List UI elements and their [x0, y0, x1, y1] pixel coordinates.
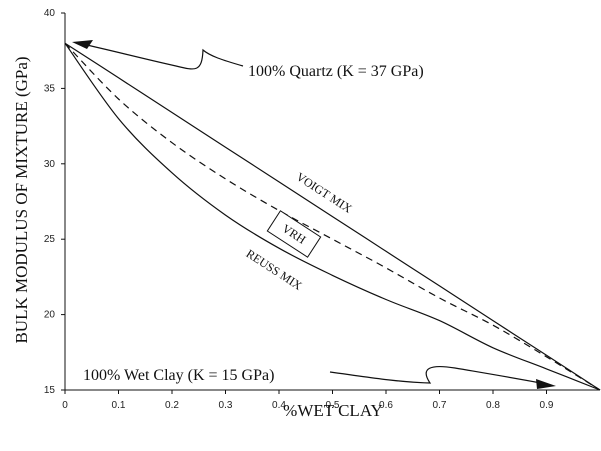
x-tick-label: 0.3 [219, 400, 233, 411]
y-tick-label: 35 [44, 83, 56, 94]
x-tick-label: 0.7 [433, 400, 447, 411]
quartz-annotation: 100% Quartz (K = 37 GPa) [248, 63, 424, 80]
quartz-arrow-head [72, 40, 93, 49]
x-tick-label: 0.2 [165, 400, 179, 411]
x-tick-label: 0.5 [326, 400, 340, 411]
vrh-box [266, 210, 322, 258]
y-tick-label: 40 [44, 8, 56, 19]
y-tick-labels: 15 20 25 30 35 40 [44, 8, 65, 396]
x-tick-label: 0 [62, 400, 68, 411]
series-line-vrh [64, 42, 601, 391]
series-lines [64, 42, 601, 391]
wet-clay-arrow-head [536, 379, 556, 389]
x-tick-label: 0.9 [540, 400, 554, 411]
x-tick-label: 0.4 [272, 400, 286, 411]
x-axis-title: %WET CLAY [283, 401, 383, 420]
y-tick-label: 20 [44, 310, 56, 321]
y-tick-label: 15 [44, 385, 56, 396]
x-tick-labels: 0 0.1 0.2 0.3 0.4 0.5 0.6 0.7 0.8 0.9 [62, 390, 554, 411]
series-line-reuss-mix [64, 42, 601, 391]
y-tick-label: 30 [44, 159, 56, 170]
annotations: 100% Quartz (K = 37 GPa) 100% Wet Clay (… [72, 40, 556, 389]
y-tick-label: 25 [44, 234, 56, 245]
y-axis-title: BULK MODULUS OF MIXTURE (GPa) [12, 56, 31, 343]
wet-clay-annotation: 100% Wet Clay (K = 15 GPa) [83, 367, 274, 384]
vrh-label-box: VRH [266, 210, 322, 258]
x-tick-label: 0.6 [379, 400, 393, 411]
x-tick-label: 0.1 [112, 400, 126, 411]
wet-clay-arrow-line [329, 365, 547, 385]
quartz-arrow-line [81, 43, 244, 70]
x-tick-label: 0.8 [486, 400, 500, 411]
series-line-voigt-mix [64, 42, 601, 391]
